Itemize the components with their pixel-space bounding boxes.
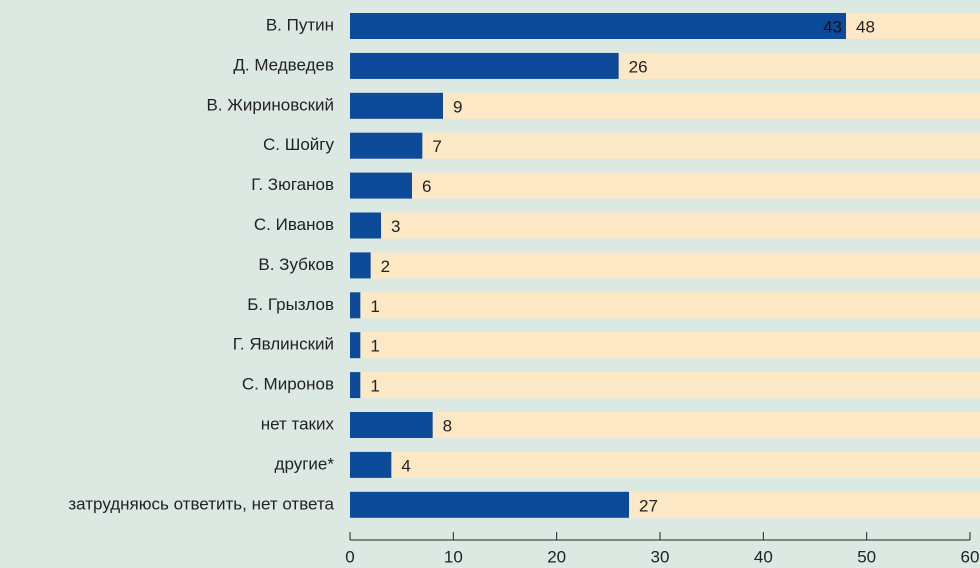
value-label: 4: [401, 456, 410, 475]
value-label: 3: [391, 217, 400, 236]
category-label: В. Жириновский: [206, 95, 334, 114]
bar: [350, 172, 412, 199]
bar: [350, 92, 443, 119]
category-label: В. Зубков: [258, 255, 334, 274]
category-label: С. Шойгу: [263, 135, 334, 154]
x-tick-label: 40: [754, 547, 773, 566]
bar: [350, 212, 381, 239]
value-label: 26: [629, 57, 648, 76]
value-label: 2: [381, 257, 390, 276]
category-label: С. Иванов: [254, 215, 334, 234]
bar-track: [350, 451, 980, 478]
bar-track: [350, 172, 980, 199]
category-label: Б. Грызлов: [247, 295, 334, 314]
bar-track: [350, 212, 980, 239]
annotation: 43: [823, 17, 842, 36]
bar: [350, 52, 619, 79]
category-label: нет таких: [261, 414, 335, 433]
x-tick-label: 10: [444, 547, 463, 566]
category-label: С. Миронов: [242, 375, 334, 394]
bar-track: [350, 412, 980, 438]
bar-track: [350, 252, 980, 279]
bar-track: [350, 372, 980, 399]
bar: [350, 13, 846, 39]
x-tick-label: 30: [651, 547, 670, 566]
bar: [350, 451, 392, 478]
value-label: 6: [422, 177, 431, 196]
value-label: 1: [370, 337, 379, 356]
value-label: 9: [453, 97, 462, 116]
value-label: 1: [370, 377, 379, 396]
bar-track: [350, 332, 980, 359]
bar: [350, 132, 423, 159]
x-tick-label: 20: [547, 547, 566, 566]
bar-track: [350, 132, 980, 159]
bar-track: [350, 292, 980, 319]
category-label: Г. Явлинский: [233, 335, 334, 354]
x-tick-label: 60: [961, 547, 980, 566]
value-label: 48: [856, 17, 875, 36]
category-label: Д. Медведев: [233, 55, 334, 74]
bar: [350, 292, 361, 319]
value-label: 7: [432, 137, 441, 156]
x-tick-label: 0: [345, 547, 354, 566]
value-label: 8: [443, 416, 452, 435]
bar: [350, 491, 629, 518]
bar: [350, 332, 361, 359]
category-label: другие*: [275, 454, 335, 473]
category-label: Г. Зюганов: [251, 175, 334, 194]
x-tick-label: 50: [857, 547, 876, 566]
bar: [350, 412, 433, 438]
bar: [350, 252, 371, 279]
bar: [350, 372, 361, 399]
value-label: 27: [639, 496, 658, 515]
value-label: 1: [370, 297, 379, 316]
bar-track: [350, 92, 980, 119]
category-label: В. Путин: [266, 15, 334, 34]
category-label: затрудняюсь ответить, нет ответа: [68, 494, 334, 513]
